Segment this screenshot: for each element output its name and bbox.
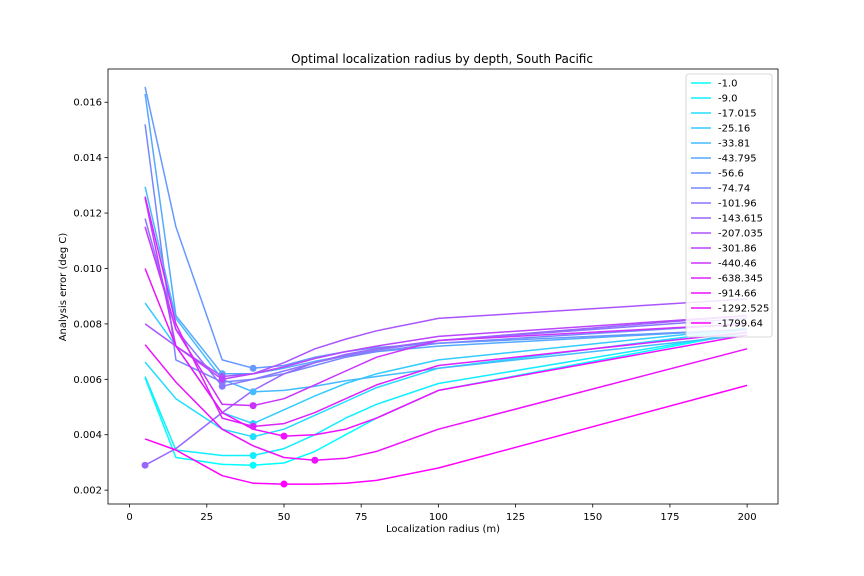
legend-label: -638.345 — [718, 274, 763, 285]
series-line-12 — [144, 226, 748, 407]
series-minimum-marker-2 — [249, 433, 257, 441]
legend-label: -914.66 — [718, 289, 757, 300]
plot-frame — [107, 68, 779, 505]
series-minimum-marker-1 — [249, 452, 257, 460]
series-minimum-marker-6 — [249, 364, 257, 372]
series-minimum-marker-12 — [249, 402, 257, 410]
legend-label: -33.81 — [718, 139, 750, 150]
series-minimum-marker-16 — [280, 480, 288, 488]
x-tick-label: 50 — [278, 512, 291, 523]
x-tick-label: 0 — [126, 512, 132, 523]
series-line-13 — [144, 196, 748, 428]
series-minimum-marker-13 — [249, 422, 257, 430]
x-tick-label: 150 — [583, 512, 602, 523]
y-tick-label: 0.006 — [73, 375, 102, 386]
legend-label: -1799.64 — [718, 319, 763, 330]
series-line-10 — [144, 298, 748, 378]
legend-label: -74.74 — [718, 184, 750, 195]
x-axis: 0 25 50 75 100 125 150 175 200 — [126, 504, 757, 523]
series-minimum-marker-14 — [280, 432, 288, 440]
legend-label: -43.795 — [718, 154, 757, 165]
series-minimum-marker-8 — [218, 382, 226, 390]
legend-label: -56.6 — [718, 169, 744, 180]
series-minimum-marker-15 — [311, 456, 319, 464]
y-tick-label: 0.002 — [73, 486, 102, 497]
y-tick-label: 0.004 — [73, 430, 102, 441]
y-tick-label: 0.014 — [73, 153, 102, 164]
legend-label: -101.96 — [718, 199, 757, 210]
plot-lines — [144, 86, 748, 485]
series-minimum-marker-11 — [218, 375, 226, 383]
series-line-11 — [144, 197, 748, 381]
x-tick-label: 100 — [429, 512, 448, 523]
series-line-4 — [144, 186, 748, 393]
y-tick-label: 0.012 — [73, 209, 102, 220]
x-tick-label: 75 — [355, 512, 368, 523]
legend-label: -440.46 — [718, 259, 757, 270]
legend: -1.0 -9.0 -17.015 -25.16 -33.81 -43.795 -56.6 -… — [685, 73, 773, 338]
series-line-15 — [144, 344, 748, 461]
y-tick-label: 0.008 — [73, 319, 102, 330]
legend-label: -17.015 — [718, 109, 757, 120]
x-tick-label: 25 — [200, 512, 213, 523]
series-minimum-marker-0 — [249, 461, 257, 469]
y-axis-label: Analysis error (deg C) — [58, 233, 69, 342]
legend-label: -207.035 — [718, 229, 763, 240]
chart-title: Optimal localization radius by depth, So… — [291, 52, 593, 66]
x-tick-label: 175 — [660, 512, 679, 523]
legend-label: -1.0 — [718, 79, 738, 90]
x-tick-label: 125 — [506, 512, 525, 523]
legend-label: -143.615 — [718, 214, 763, 225]
series-line-9 — [144, 314, 748, 466]
legend-label: -9.0 — [718, 94, 738, 105]
legend-label: -1292.525 — [718, 304, 769, 315]
x-axis-label: Localization radius (m) — [386, 524, 500, 535]
series-minimum-marker-9 — [141, 461, 149, 469]
series-line-16 — [144, 384, 748, 485]
legend-label: -25.16 — [718, 124, 750, 135]
y-tick-label: 0.016 — [73, 98, 102, 109]
y-tick-label: 0.010 — [73, 264, 102, 275]
series-line-1 — [144, 331, 748, 457]
plot-markers — [141, 364, 319, 488]
x-tick-label: 200 — [738, 512, 757, 523]
series-line-14 — [144, 268, 748, 437]
legend-box — [685, 73, 773, 338]
legend-label: -301.86 — [718, 244, 757, 255]
series-line-2 — [144, 328, 748, 438]
series-minimum-marker-4 — [249, 388, 257, 396]
y-axis: 0.002 0.004 0.006 0.008 0.010 0.012 0.014 0.016 — [73, 98, 108, 497]
